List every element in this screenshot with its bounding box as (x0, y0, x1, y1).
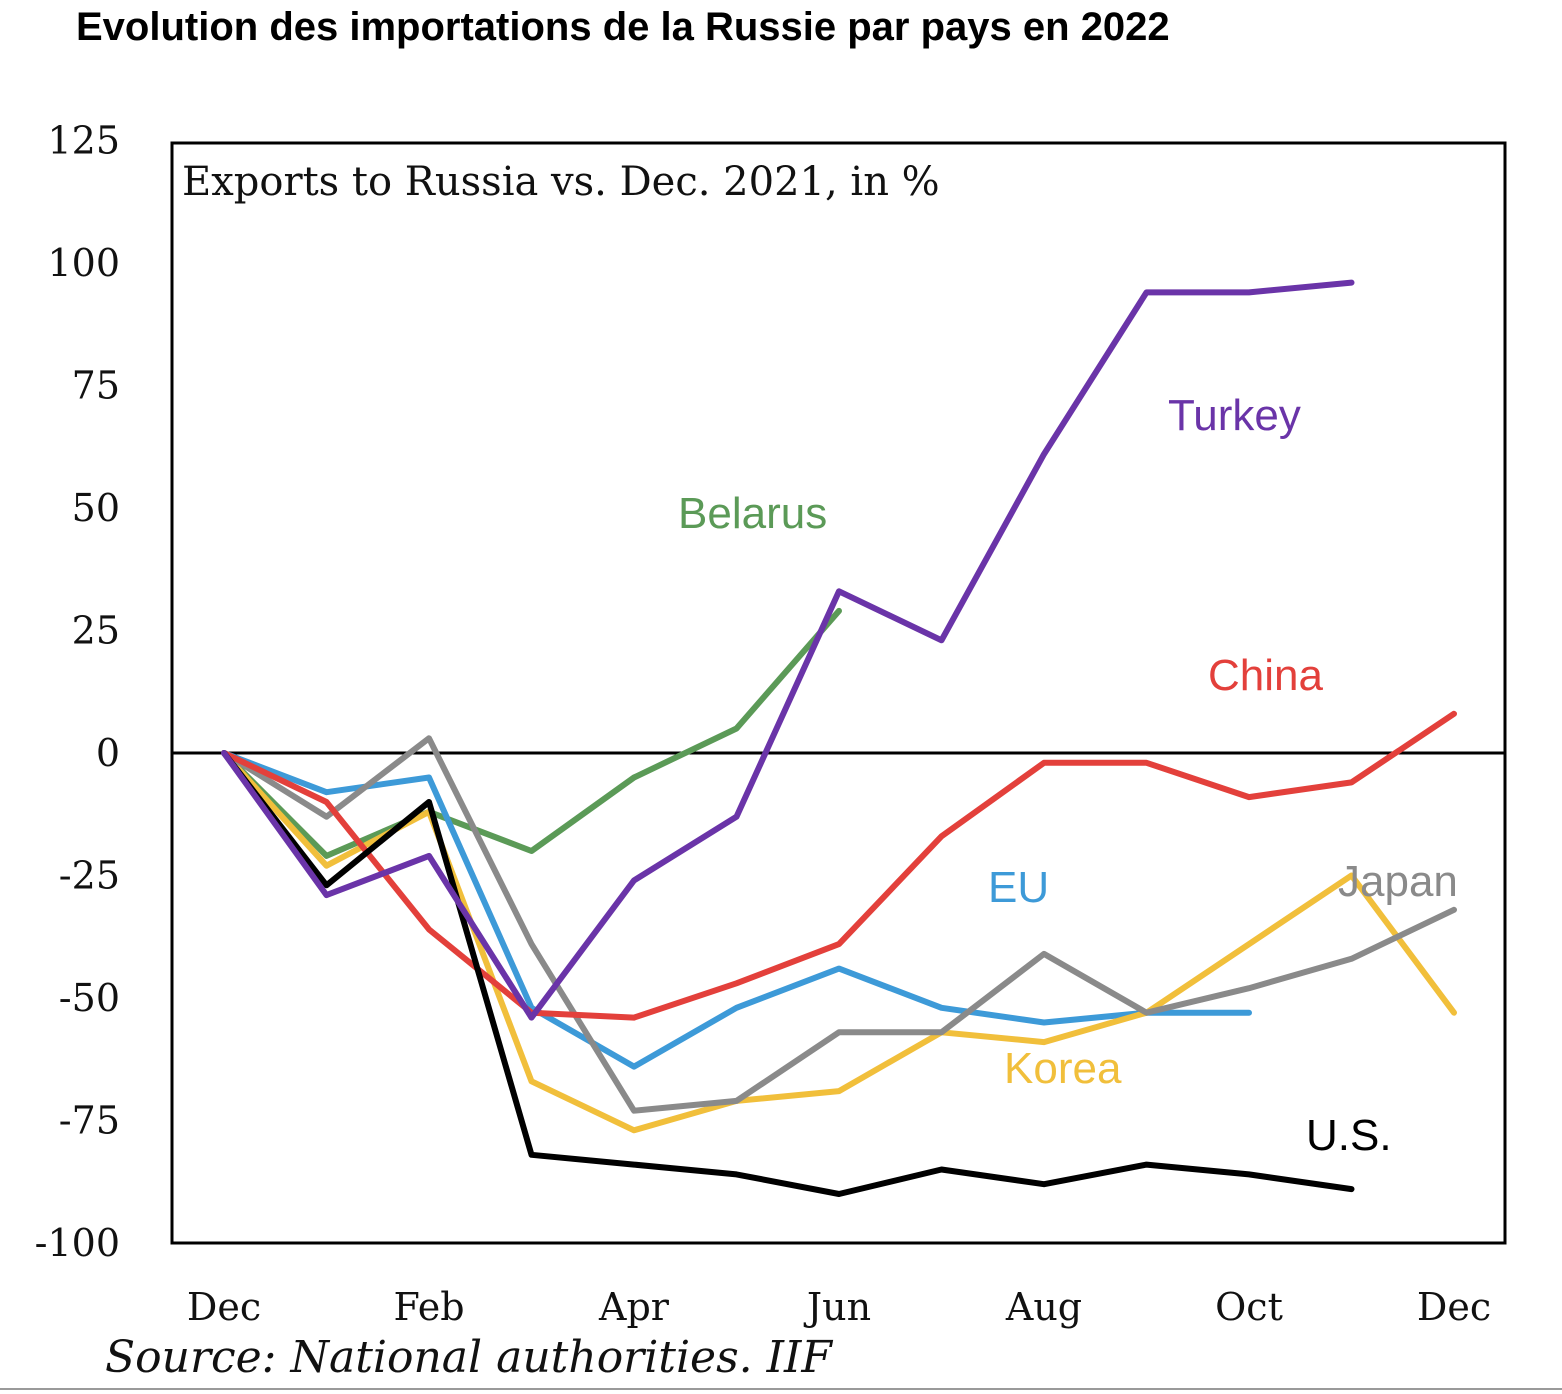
series-label-china: China (1208, 651, 1323, 700)
y-tick-label: 75 (72, 364, 120, 408)
plot-frame (170, 141, 1507, 1245)
series-lines (221, 279, 1457, 1197)
y-axis-ticks: 125 100 75 50 25 0 -25 -50 -75 -100 (35, 119, 120, 1266)
series-line-us (221, 750, 1355, 1197)
chart-title: Exports to Russia vs. Dec. 2021, in % (182, 159, 940, 205)
series-label-eu: EU (988, 863, 1049, 912)
y-tick-label: -25 (59, 854, 120, 898)
y-tick-label: 100 (47, 241, 120, 285)
y-tick-label: -75 (59, 1099, 120, 1143)
x-tick-label: Aug (1005, 1285, 1082, 1329)
y-tick-label: 25 (72, 609, 120, 653)
x-tick-label: Feb (393, 1285, 464, 1329)
y-tick-label: -50 (59, 976, 120, 1020)
series-labels: Belarus EU Korea Japan China U.S. Turkey (678, 391, 1458, 1160)
y-tick-label: 125 (47, 119, 120, 163)
y-tick-label: 0 (96, 731, 120, 775)
source-note: Source: National authorities. IIF (105, 1332, 832, 1383)
series-line-turkey (221, 279, 1355, 1021)
series-line-belarus (221, 607, 842, 859)
series-label-turkey: Turkey (1168, 391, 1301, 440)
y-tick-label: -100 (35, 1221, 120, 1265)
bottom-divider (0, 1388, 1562, 1390)
x-axis-ticks: Dec Feb Apr Jun Aug Oct Dec (187, 1285, 1491, 1329)
series-label-japan: Japan (1338, 857, 1458, 906)
x-tick-label: Jun (803, 1285, 871, 1329)
series-line-eu (221, 750, 1252, 1070)
series-label-us: U.S. (1306, 1111, 1392, 1160)
series-line-china (221, 710, 1457, 1021)
x-tick-label: Apr (598, 1285, 670, 1329)
y-tick-label: 50 (72, 486, 120, 530)
page-title: Evolution des importations de la Russie … (76, 5, 1170, 49)
x-tick-label: Dec (1417, 1285, 1491, 1329)
x-tick-label: Dec (187, 1285, 261, 1329)
x-tick-label: Oct (1215, 1285, 1283, 1329)
series-label-belarus: Belarus (678, 489, 827, 538)
series-label-korea: Korea (1004, 1044, 1122, 1093)
series-line-japan (221, 735, 1457, 1114)
